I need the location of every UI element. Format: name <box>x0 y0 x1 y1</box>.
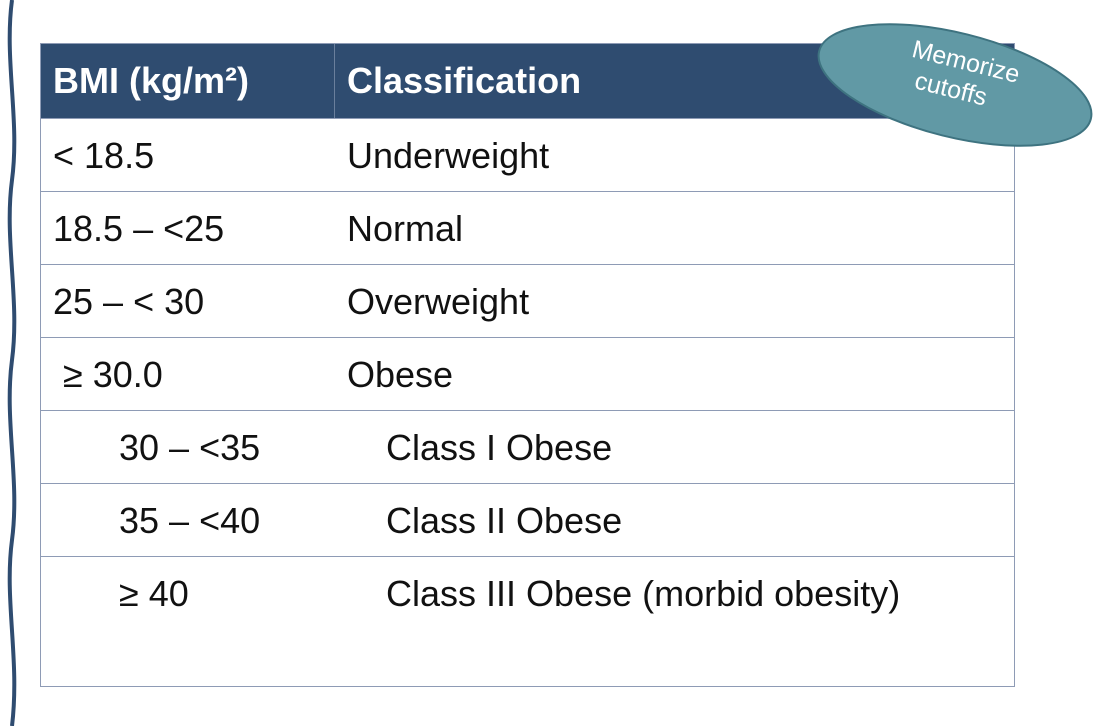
bmi-range: 25 – < 30 <box>53 281 205 322</box>
table-body: < 18.5 Underweight 18.5 – <25 Normal 25 – < … <box>41 118 1014 686</box>
callout: Memorize cutoffs <box>817 23 1093 147</box>
header-cell: BMI (kg/m²) <box>53 44 335 118</box>
bmi-range: ≥ 40 <box>119 573 189 614</box>
callout-oval <box>817 23 1093 147</box>
table-row: 30 – <35 Class I Obese <box>41 410 1014 483</box>
classification: Overweight <box>347 281 530 322</box>
table-row: 25 – < 30 Overweight <box>41 264 1014 337</box>
bmi-range: < 18.5 <box>53 135 155 176</box>
table-row: 35 – <40 Class II Obese <box>41 483 1014 556</box>
classification: Class II Obese <box>386 500 623 541</box>
header-cell: Classification <box>347 60 582 101</box>
classification: Class I Obese <box>386 427 613 468</box>
classification: Underweight <box>347 135 550 176</box>
bmi-range: 30 – <35 <box>119 427 261 468</box>
classification: Class III Obese (morbid obesity) <box>386 573 901 614</box>
table-row: ≥ 40 Class III Obese (morbid obesity) <box>41 556 1014 686</box>
classification: Normal <box>347 208 464 249</box>
bmi-range: 18.5 – <25 <box>53 208 225 249</box>
table-row: < 18.5 Underweight <box>41 118 1014 191</box>
table-row: 18.5 – <25 Normal <box>41 191 1014 264</box>
bmi-range: ≥ 30.0 <box>63 354 163 395</box>
side-decoration <box>7 0 17 726</box>
classification: Obese <box>347 354 454 395</box>
bmi-range: 35 – <40 <box>119 500 261 541</box>
table-row: ≥ 30.0 Obese <box>41 337 1014 410</box>
